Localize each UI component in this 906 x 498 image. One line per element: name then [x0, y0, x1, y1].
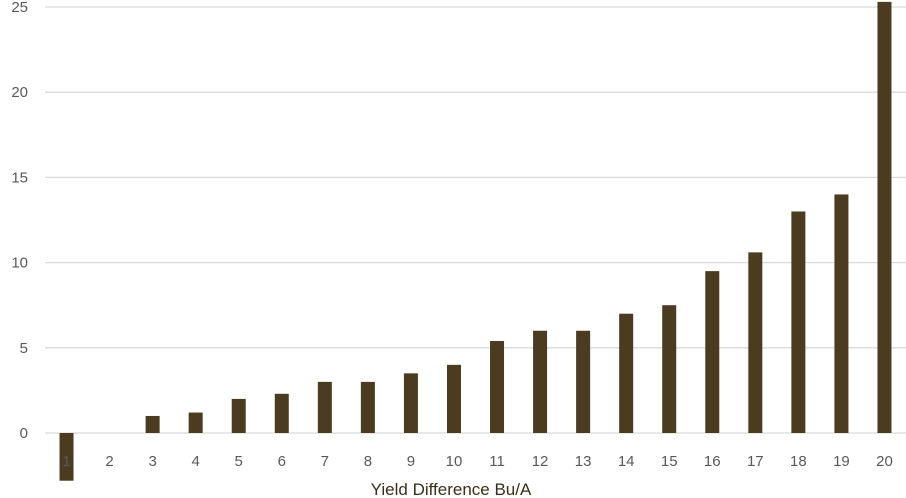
x-tick-label: 12: [532, 453, 549, 470]
bar-18: [791, 211, 806, 433]
x-tick-label: 11: [489, 453, 505, 470]
bar-5: [231, 398, 246, 433]
y-tick-label: 25: [11, 0, 28, 16]
bar-6: [274, 393, 289, 433]
bar-11: [490, 340, 505, 433]
y-tick-label: 5: [20, 340, 28, 357]
bar-15: [662, 305, 677, 433]
x-tick-label: 8: [364, 453, 372, 470]
x-tick-label: 13: [575, 453, 592, 470]
x-axis-title: Yield Difference Bu/A: [371, 480, 532, 498]
bar-3: [145, 415, 160, 433]
bar-13: [576, 330, 591, 433]
x-tick-label: 6: [278, 453, 286, 470]
x-tick-label: 7: [321, 453, 329, 470]
bar-10: [446, 364, 461, 433]
bar-4: [188, 412, 203, 433]
x-tick-label: 9: [407, 453, 415, 470]
y-tick-label: 0: [20, 425, 28, 442]
x-tick-label: 20: [876, 453, 893, 470]
bar-16: [705, 271, 720, 433]
y-tick-labels: 0 5 10 15 20 25: [11, 0, 28, 442]
x-tick-label: 3: [148, 453, 156, 470]
x-tick-label: 17: [747, 453, 764, 470]
x-tick-label: 4: [192, 453, 200, 470]
x-tick-label: 5: [235, 453, 243, 470]
x-tick-label: 18: [790, 453, 807, 470]
x-tick-label: 19: [833, 453, 850, 470]
x-tick-label: 1: [62, 453, 70, 470]
bar-7: [317, 381, 332, 433]
y-tick-label: 15: [11, 169, 28, 186]
x-tick-label: 14: [618, 453, 635, 470]
bar-14: [619, 313, 634, 433]
y-tick-label: 20: [11, 84, 28, 101]
x-tick-label: 10: [446, 453, 463, 470]
gridlines: [45, 6, 906, 434]
x-tick-label: 16: [704, 453, 721, 470]
bar-1: [59, 433, 74, 481]
bar-12: [533, 330, 548, 433]
bar-19: [834, 194, 849, 433]
bar-17: [748, 252, 763, 433]
x-tick-label: 15: [661, 453, 678, 470]
bars: [59, 1, 892, 481]
y-tick-label: 10: [11, 255, 28, 272]
bar-20: [877, 1, 892, 433]
bar-9: [403, 373, 418, 433]
x-tick-labels: 1 2 3 4 5 6 7 8 9 10 11 12 13 14 15 16 17 18 19 20: [62, 453, 892, 470]
bar-8: [360, 381, 375, 433]
x-tick-label: 2: [105, 453, 113, 470]
